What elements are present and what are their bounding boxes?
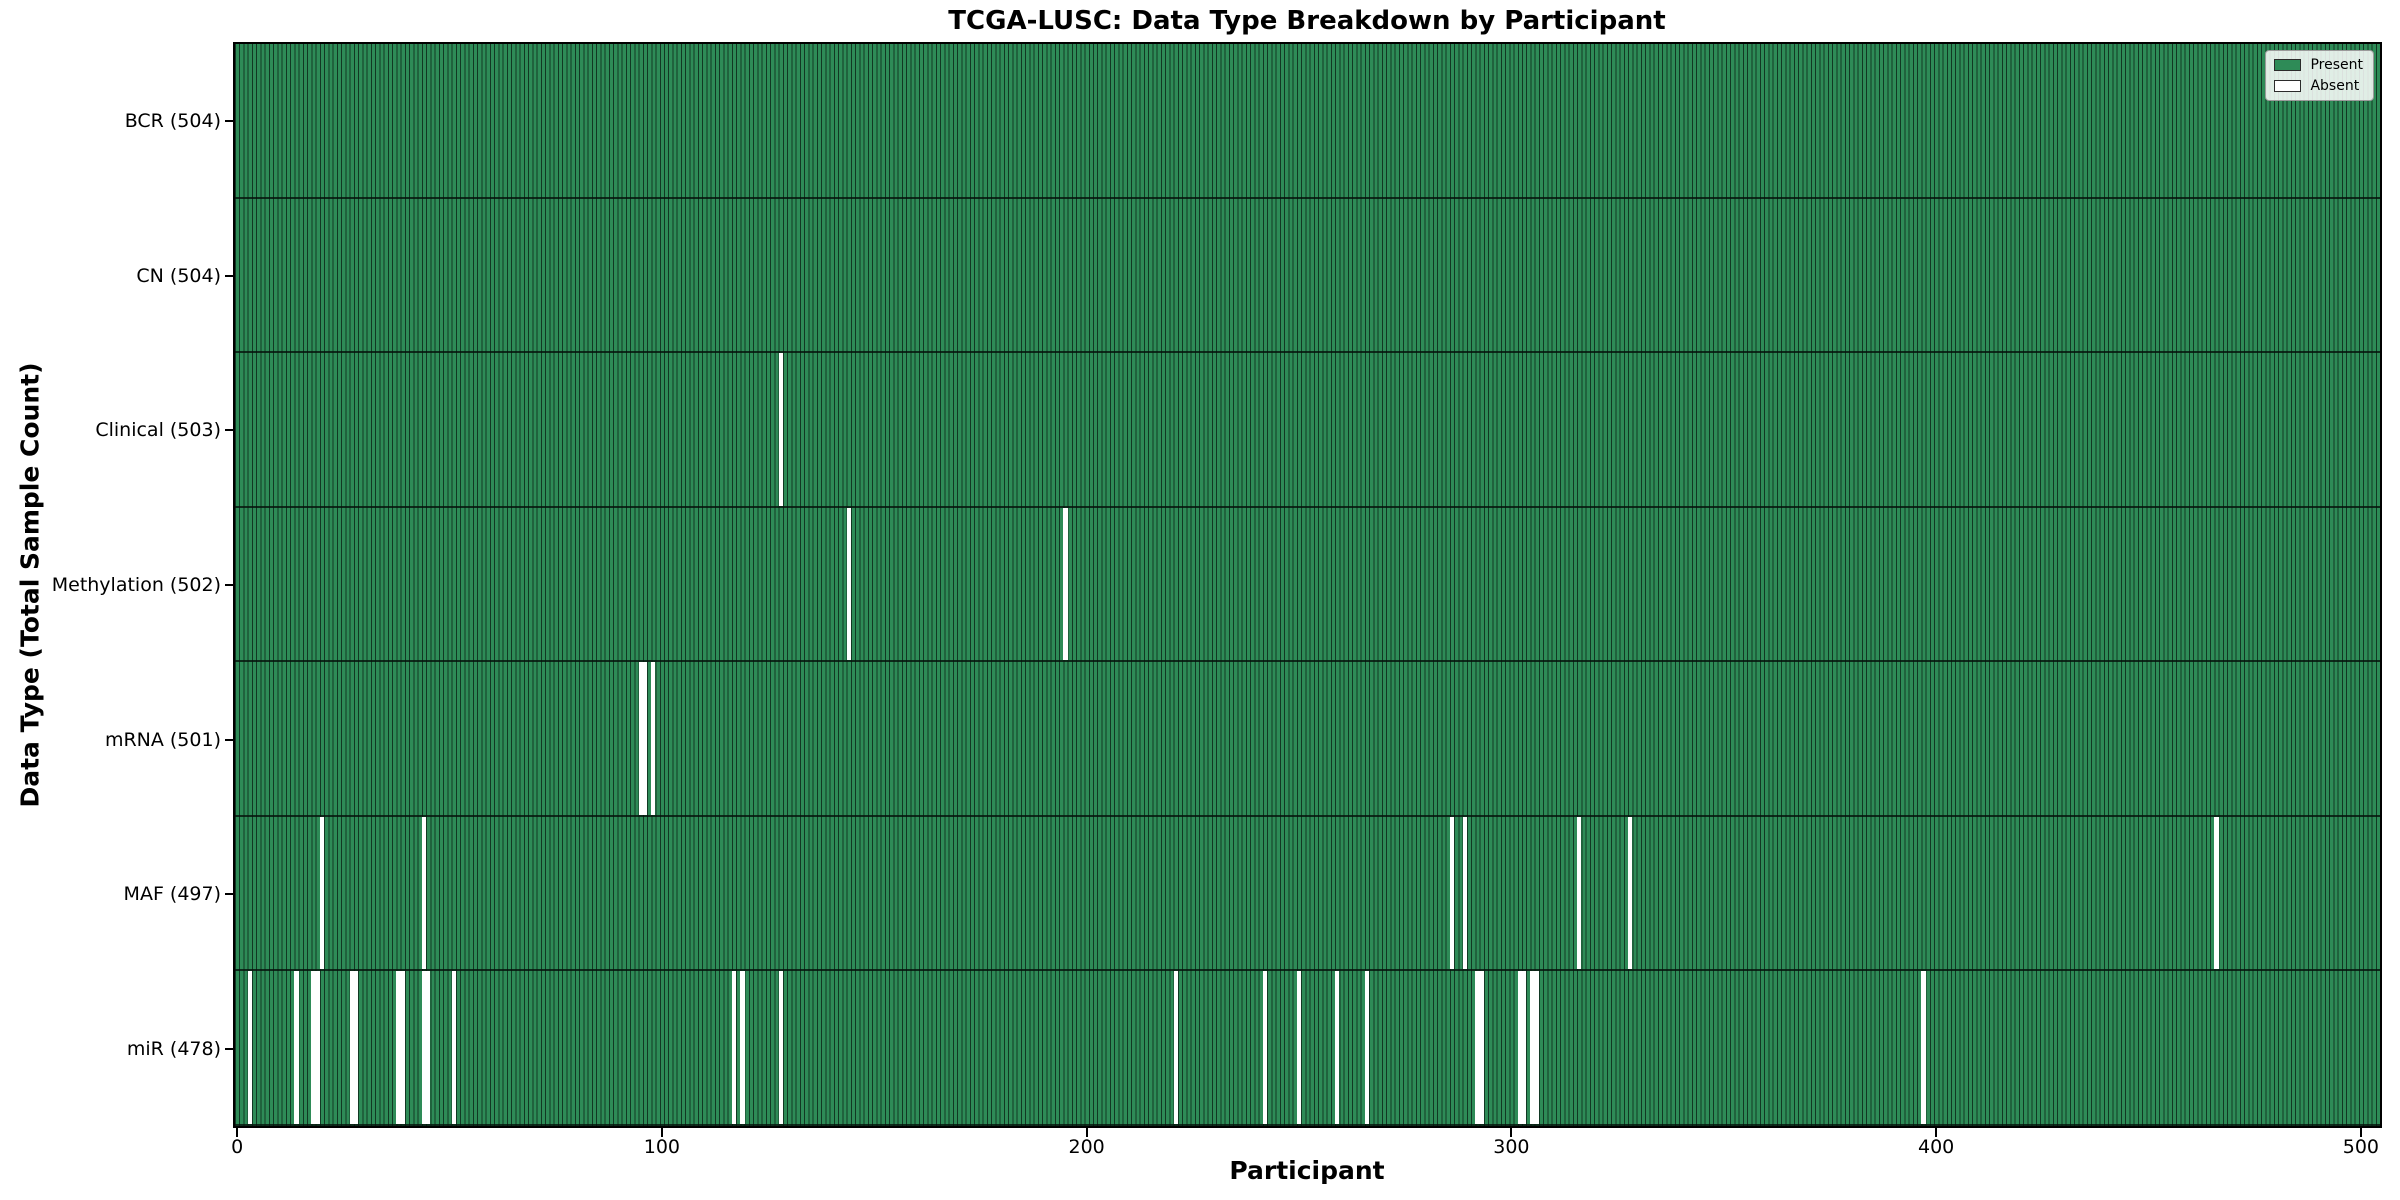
heatmap-row-bcr bbox=[235, 44, 2380, 199]
absent-gap bbox=[426, 971, 431, 1124]
absent-gap bbox=[1063, 507, 1068, 661]
y-tick-label: miR (478) bbox=[126, 1037, 221, 1060]
heatmap-row-maf bbox=[235, 816, 2380, 972]
legend-present-label: Present bbox=[2310, 57, 2363, 73]
chart-title: TCGA-LUSC: Data Type Breakdown by Partic… bbox=[948, 6, 1666, 36]
x-tick-label: 200 bbox=[1068, 1136, 1105, 1158]
y-tick-mark bbox=[225, 738, 233, 741]
absent-gap bbox=[400, 971, 405, 1124]
absent-gap bbox=[638, 662, 643, 815]
x-tick-label: 0 bbox=[231, 1136, 244, 1158]
y-tick-label: MAF (497) bbox=[123, 883, 221, 906]
absent-gap bbox=[319, 816, 325, 970]
y-tick-label: Methylation (502) bbox=[51, 574, 221, 596]
heatmap-row-mrna bbox=[235, 662, 2380, 817]
absent-gap bbox=[315, 971, 320, 1124]
absent-gap bbox=[1628, 816, 1633, 970]
absent-gap bbox=[778, 353, 783, 506]
absent-gap bbox=[1522, 971, 1527, 1124]
x-axis-label: Participant bbox=[1229, 1156, 1385, 1185]
x-tick-mark bbox=[1510, 1128, 1513, 1137]
absent-gap bbox=[294, 971, 299, 1124]
x-tick-mark bbox=[1935, 1128, 1938, 1137]
legend-absent-label: Absent bbox=[2310, 78, 2360, 94]
absent-gap bbox=[396, 971, 401, 1124]
absent-gap bbox=[1364, 971, 1370, 1124]
absent-gap bbox=[421, 971, 427, 1124]
absent-gap bbox=[642, 662, 647, 815]
y-tick-mark bbox=[225, 120, 233, 123]
absent-gap bbox=[1517, 971, 1522, 1124]
y-tick-label: mRNA (501) bbox=[104, 728, 221, 751]
absent-gap bbox=[451, 971, 456, 1124]
heatmap-row-methylation bbox=[235, 507, 2380, 663]
absent-gap bbox=[740, 971, 745, 1124]
y-tick-label: CN (504) bbox=[136, 264, 221, 287]
x-tick-label: 400 bbox=[1917, 1136, 1955, 1158]
heatmap-row-cn bbox=[235, 198, 2380, 354]
absent-gap bbox=[778, 971, 783, 1124]
x-tick-mark bbox=[1085, 1128, 1088, 1137]
x-tick-label: 500 bbox=[2342, 1136, 2380, 1158]
absent-gap bbox=[349, 971, 354, 1124]
absent-gap bbox=[1577, 816, 1582, 970]
x-tick-label: 100 bbox=[643, 1136, 681, 1158]
absent-gap bbox=[421, 816, 427, 970]
heatmap-row-clinical bbox=[235, 353, 2380, 508]
absent-gap bbox=[1530, 971, 1535, 1124]
x-tick-mark bbox=[2359, 1128, 2362, 1137]
absent-gap bbox=[1462, 816, 1467, 970]
y-tick-mark bbox=[225, 274, 233, 277]
legend: Present Absent bbox=[2265, 50, 2374, 101]
absent-gap bbox=[1262, 971, 1268, 1124]
x-tick-mark bbox=[660, 1128, 663, 1137]
absent-swatch-icon bbox=[2274, 80, 2302, 92]
legend-entry-absent: Absent bbox=[2274, 78, 2363, 94]
absent-gap bbox=[651, 662, 656, 815]
x-tick-mark bbox=[236, 1128, 239, 1137]
absent-gap bbox=[1475, 971, 1480, 1124]
absent-gap bbox=[731, 971, 737, 1124]
absent-gap bbox=[1921, 971, 1926, 1124]
absent-gap bbox=[1534, 971, 1539, 1124]
y-tick-mark bbox=[225, 584, 233, 586]
present-swatch-icon bbox=[2274, 59, 2302, 71]
legend-entry-present: Present bbox=[2274, 57, 2363, 73]
absent-gap bbox=[846, 507, 851, 661]
absent-gap bbox=[1296, 971, 1302, 1124]
absent-gap bbox=[1173, 971, 1178, 1124]
absent-gap bbox=[311, 971, 316, 1124]
y-tick-mark bbox=[225, 429, 233, 432]
absent-gap bbox=[353, 971, 359, 1124]
heatmap-row-mir bbox=[235, 971, 2380, 1126]
y-tick-mark bbox=[225, 893, 233, 896]
y-tick-mark bbox=[225, 1047, 233, 1050]
x-tick-label: 300 bbox=[1493, 1136, 1530, 1158]
y-tick-label: BCR (504) bbox=[124, 110, 221, 133]
absent-gap bbox=[2214, 816, 2219, 970]
absent-gap bbox=[1449, 816, 1455, 970]
plot-area bbox=[233, 42, 2382, 1128]
absent-gap bbox=[1479, 971, 1484, 1124]
y-tick-label: Clinical (503) bbox=[95, 419, 221, 442]
absent-gap bbox=[247, 971, 252, 1124]
absent-gap bbox=[1335, 971, 1340, 1124]
